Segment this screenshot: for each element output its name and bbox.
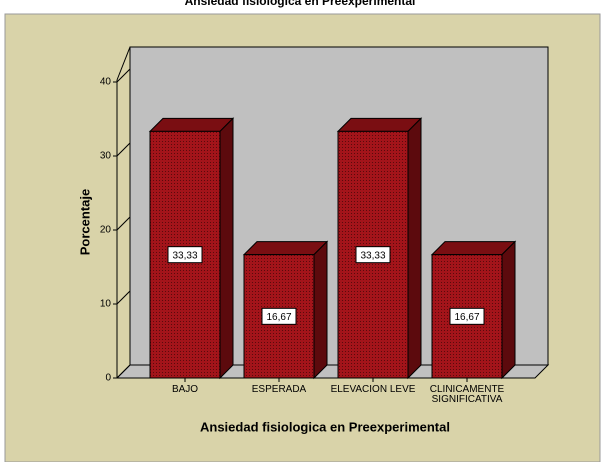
value-label: 16,67 bbox=[266, 312, 291, 323]
bar-side bbox=[407, 117, 422, 380]
bar-top bbox=[430, 241, 517, 256]
value-label: 16,67 bbox=[454, 312, 479, 323]
axis-depth bbox=[116, 46, 131, 81]
x-tick-label: ESPERADA bbox=[251, 384, 307, 395]
value-label-box bbox=[167, 246, 203, 264]
y-tick-label: 10 bbox=[100, 299, 112, 310]
tick-depth bbox=[116, 364, 131, 379]
x-axis-label: Ansiedad fisiologica en Preexperimental bbox=[200, 419, 450, 434]
y-tick-label: 0 bbox=[105, 373, 111, 384]
tick-depth bbox=[116, 68, 131, 83]
bar-side bbox=[219, 117, 234, 380]
bar-side bbox=[501, 240, 516, 380]
value-label-box bbox=[261, 307, 297, 325]
value-label-box bbox=[449, 307, 485, 325]
tick-depth bbox=[116, 290, 131, 305]
bar-top bbox=[336, 117, 423, 132]
bar-side bbox=[313, 240, 328, 380]
value-label: 33,33 bbox=[172, 250, 197, 261]
x-tick-label: BAJO bbox=[171, 384, 199, 395]
y-tick-label: 30 bbox=[100, 151, 112, 162]
x-tick-label: ELEVACION LEVE bbox=[330, 384, 416, 395]
x-tick-label: CLINICAMENTE SIGNIFICATIVA bbox=[429, 384, 505, 405]
value-label: 33,33 bbox=[360, 250, 385, 261]
bar-top bbox=[242, 241, 329, 256]
bar-top bbox=[148, 117, 235, 132]
y-tick-label: 40 bbox=[100, 77, 112, 88]
chart-title: Ansiedad fisiologica en Preexperimental bbox=[185, 0, 416, 8]
tick-depth bbox=[116, 216, 131, 231]
tick-depth bbox=[116, 142, 131, 157]
y-axis-label: Porcentaje bbox=[77, 189, 92, 255]
value-label-box bbox=[355, 246, 391, 264]
y-tick-label: 20 bbox=[100, 225, 112, 236]
